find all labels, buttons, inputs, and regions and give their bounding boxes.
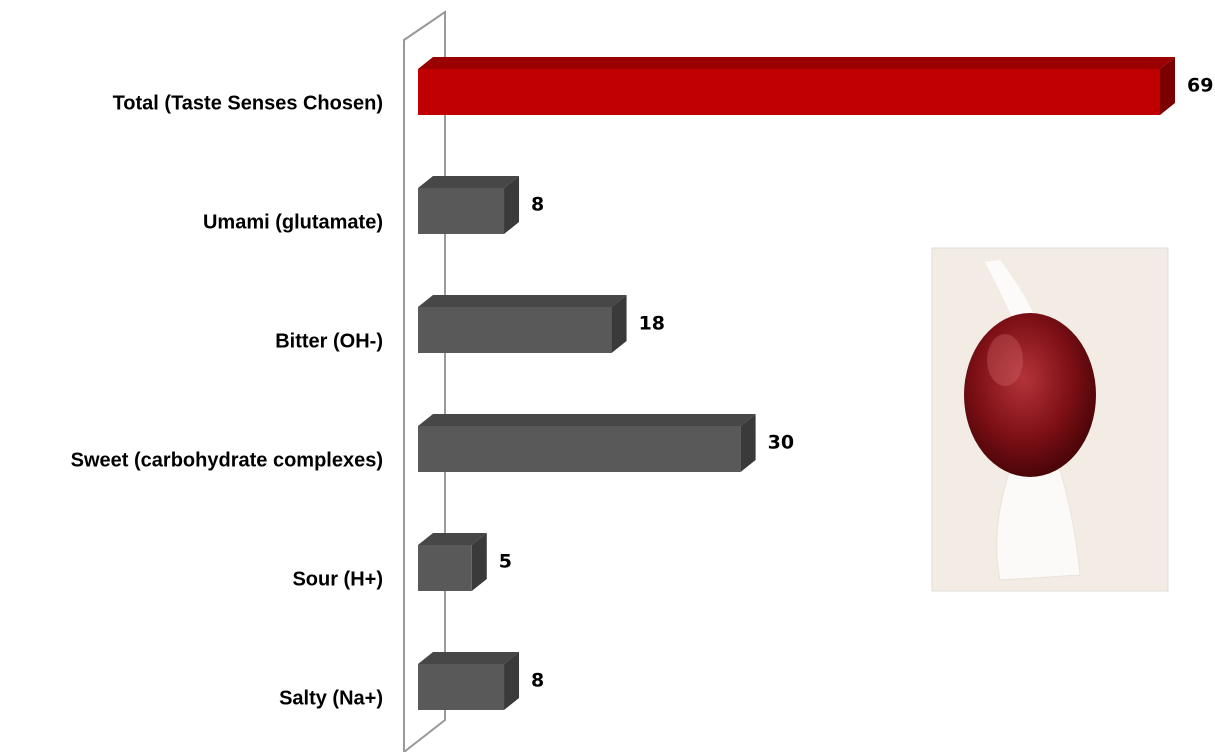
value-label: 8 bbox=[531, 670, 544, 692]
bar-top bbox=[418, 533, 487, 545]
bar-top bbox=[418, 57, 1175, 69]
bar-side bbox=[740, 414, 756, 472]
category-label: Salty (Na+) bbox=[279, 687, 383, 709]
bar-side bbox=[611, 295, 627, 353]
value-label: 30 bbox=[768, 432, 794, 454]
category-label: Bitter (OH-) bbox=[275, 330, 383, 352]
bar-top bbox=[418, 176, 520, 188]
bar-side bbox=[504, 652, 520, 710]
bar-top bbox=[418, 295, 627, 307]
bar bbox=[418, 426, 741, 472]
bar bbox=[418, 664, 505, 710]
bar bbox=[418, 188, 505, 234]
value-label: 5 bbox=[499, 551, 512, 573]
bar bbox=[418, 545, 472, 591]
bar bbox=[418, 307, 612, 353]
bar-side bbox=[1160, 57, 1175, 115]
bar-top bbox=[418, 652, 520, 664]
wall bbox=[403, 10, 446, 752]
bar-top bbox=[418, 414, 756, 426]
bar bbox=[418, 69, 1160, 115]
category-label: Sweet (carbohydrate complexes) bbox=[71, 449, 383, 471]
value-label: 8 bbox=[531, 194, 544, 216]
candy-photo bbox=[931, 247, 1169, 592]
category-label: Umami (glutamate) bbox=[203, 211, 383, 233]
category-label: Sour (H+) bbox=[292, 568, 383, 590]
value-label: 18 bbox=[639, 313, 665, 335]
bar-side bbox=[504, 176, 520, 234]
category-label: Total (Taste Senses Chosen) bbox=[113, 92, 383, 114]
value-label: 69 bbox=[1187, 75, 1213, 97]
bar-side bbox=[471, 533, 487, 591]
